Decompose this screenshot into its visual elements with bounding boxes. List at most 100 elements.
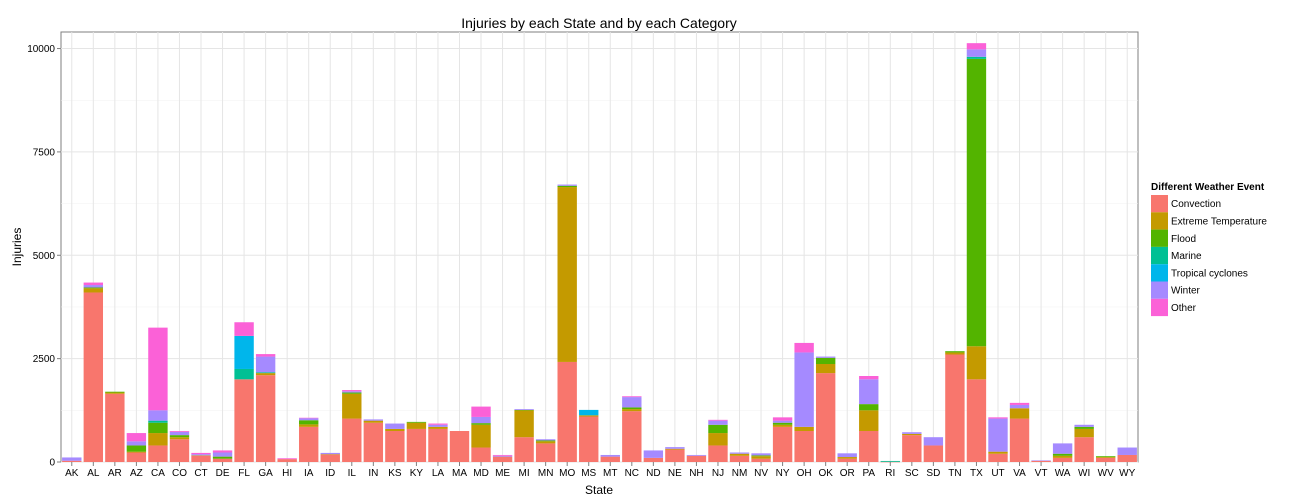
bar-segment — [665, 448, 685, 450]
x-tick-label: VA — [1013, 468, 1026, 479]
bar-segment — [169, 439, 190, 462]
bar-segment — [837, 457, 857, 459]
bar-segment — [406, 422, 427, 429]
bar-segment — [148, 433, 168, 446]
x-tick-label: AL — [87, 468, 100, 479]
x-tick-label: MI — [519, 468, 530, 479]
bar-segment — [126, 433, 147, 442]
bar-segment — [579, 415, 599, 417]
bar-segment — [492, 455, 513, 457]
bar-segment — [191, 454, 211, 456]
bar-segment — [794, 342, 814, 353]
x-tick-label: NE — [668, 468, 682, 479]
bar-segment — [126, 451, 147, 453]
bar-segment — [406, 428, 427, 462]
legend-label: Tropical cyclones — [1171, 268, 1248, 279]
bar-segment — [880, 460, 900, 462]
bar-segment — [148, 420, 168, 423]
legend-key — [1151, 264, 1168, 282]
y-tick-label: 7500 — [33, 147, 56, 158]
bar-segment — [772, 417, 793, 421]
bar-segment — [1095, 457, 1116, 458]
bar-segment — [665, 449, 685, 462]
bar-segment — [169, 435, 190, 438]
x-tick-label: NH — [689, 468, 703, 479]
x-tick-label: MN — [538, 468, 554, 479]
bar-segment — [126, 445, 147, 452]
x-tick-label: KS — [388, 468, 402, 479]
x-tick-label: FL — [238, 468, 250, 479]
bar-segment — [988, 451, 1008, 454]
bar-segment — [815, 364, 836, 374]
bar-segment — [1074, 437, 1094, 462]
bar-segment — [83, 292, 104, 462]
bar-segment — [148, 422, 168, 434]
bar-segment — [815, 357, 836, 365]
bar-segment — [363, 420, 384, 423]
bar-segment — [837, 458, 857, 462]
bar-segment — [191, 455, 211, 456]
bar-segment — [428, 428, 448, 462]
bar-segment — [794, 430, 814, 462]
bar-segment — [126, 452, 147, 462]
x-tick-label: KY — [410, 468, 424, 479]
bar-segment — [686, 454, 707, 456]
bar-segment — [492, 454, 513, 456]
bar-segment — [299, 420, 319, 425]
bar-segment — [428, 423, 448, 425]
bar-segment — [708, 419, 728, 421]
bar-segment — [729, 455, 750, 462]
bar-segment — [966, 49, 987, 57]
bar-segment — [212, 456, 233, 459]
bar-segment — [1074, 424, 1094, 427]
bar-segment — [1052, 453, 1073, 456]
x-tick-label: LA — [432, 468, 445, 479]
bar-segment — [169, 437, 190, 440]
bar-segment — [751, 455, 771, 457]
bar-segment — [363, 419, 384, 421]
bar-segment — [342, 390, 362, 392]
bar-segment — [945, 352, 965, 355]
bar-segment — [83, 287, 104, 289]
bar-segment — [988, 417, 1008, 419]
bar-segment — [385, 423, 405, 429]
legend-key — [1151, 212, 1168, 230]
x-tick-label: WY — [1119, 468, 1135, 479]
bar-segment — [1074, 426, 1094, 429]
x-tick-label: SC — [905, 468, 919, 479]
bar-segment — [83, 288, 104, 293]
x-tick-label: TX — [970, 468, 983, 479]
bar-segment — [299, 417, 319, 419]
bar-segment — [148, 327, 168, 411]
bar-segment — [363, 422, 384, 462]
x-axis: AK AL AR AZ CA CO CT DE FL GA HI IA ID IL IN KS KY LA MA MD… — [65, 462, 1136, 479]
bar-segment — [255, 354, 276, 357]
legend-label: Extreme Temperature — [1171, 216, 1267, 227]
bar-segment — [471, 416, 491, 424]
bar-segment — [234, 322, 254, 336]
x-tick-label: IA — [304, 468, 314, 479]
bar-segment — [1095, 456, 1116, 458]
chart-title: Injuries by each State and by each Categ… — [461, 15, 737, 31]
bar-segment — [169, 431, 190, 436]
bar-segment — [277, 458, 297, 460]
bar-segment — [751, 456, 771, 459]
x-tick-label: ME — [495, 468, 510, 479]
bar-segment — [148, 445, 168, 462]
bar-segment — [320, 454, 340, 462]
bar-segment — [945, 354, 965, 462]
legend-label: Flood — [1171, 234, 1196, 245]
bar-segment — [449, 430, 470, 462]
bar-segment — [643, 457, 664, 462]
bar-segment — [1009, 402, 1030, 405]
x-tick-label: AK — [65, 468, 79, 479]
bar-segment — [299, 418, 319, 421]
bar-segment — [772, 422, 793, 425]
bar-segment — [83, 285, 104, 288]
x-tick-label: CO — [172, 468, 187, 479]
bar-segment — [945, 351, 965, 353]
bar-segment — [212, 450, 233, 453]
bar-segment — [622, 397, 642, 408]
bar-segment — [966, 56, 987, 59]
legend-key — [1151, 246, 1168, 265]
